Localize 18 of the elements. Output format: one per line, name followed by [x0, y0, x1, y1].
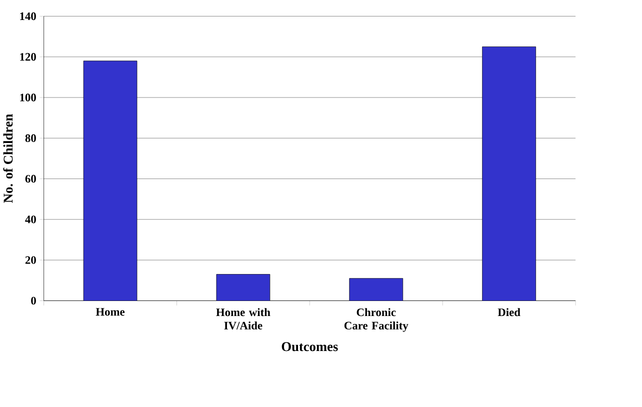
y-tick-label: 40 — [25, 216, 36, 224]
bar — [216, 274, 270, 301]
bar — [84, 61, 137, 301]
bar — [482, 46, 536, 301]
y-tick-label: 100 — [20, 94, 36, 102]
bar — [349, 278, 403, 301]
y-tick-label: 120 — [20, 53, 36, 61]
x-tick-label: Died — [498, 308, 520, 316]
x-tick-label: Home with IV/Aide — [216, 308, 270, 330]
y-tick-label: 20 — [25, 256, 36, 264]
y-tick-label: 80 — [25, 134, 36, 142]
x-tick-label: Chronic Care Facility — [344, 308, 408, 332]
y-tick-label: 140 — [20, 12, 36, 20]
x-axis-title: Outcomes — [282, 342, 338, 352]
y-tick-label: 0 — [31, 297, 36, 305]
y-axis-title: No. of Children — [3, 114, 13, 204]
x-tick-label: Home — [96, 308, 125, 316]
y-tick-label: 60 — [25, 175, 36, 183]
